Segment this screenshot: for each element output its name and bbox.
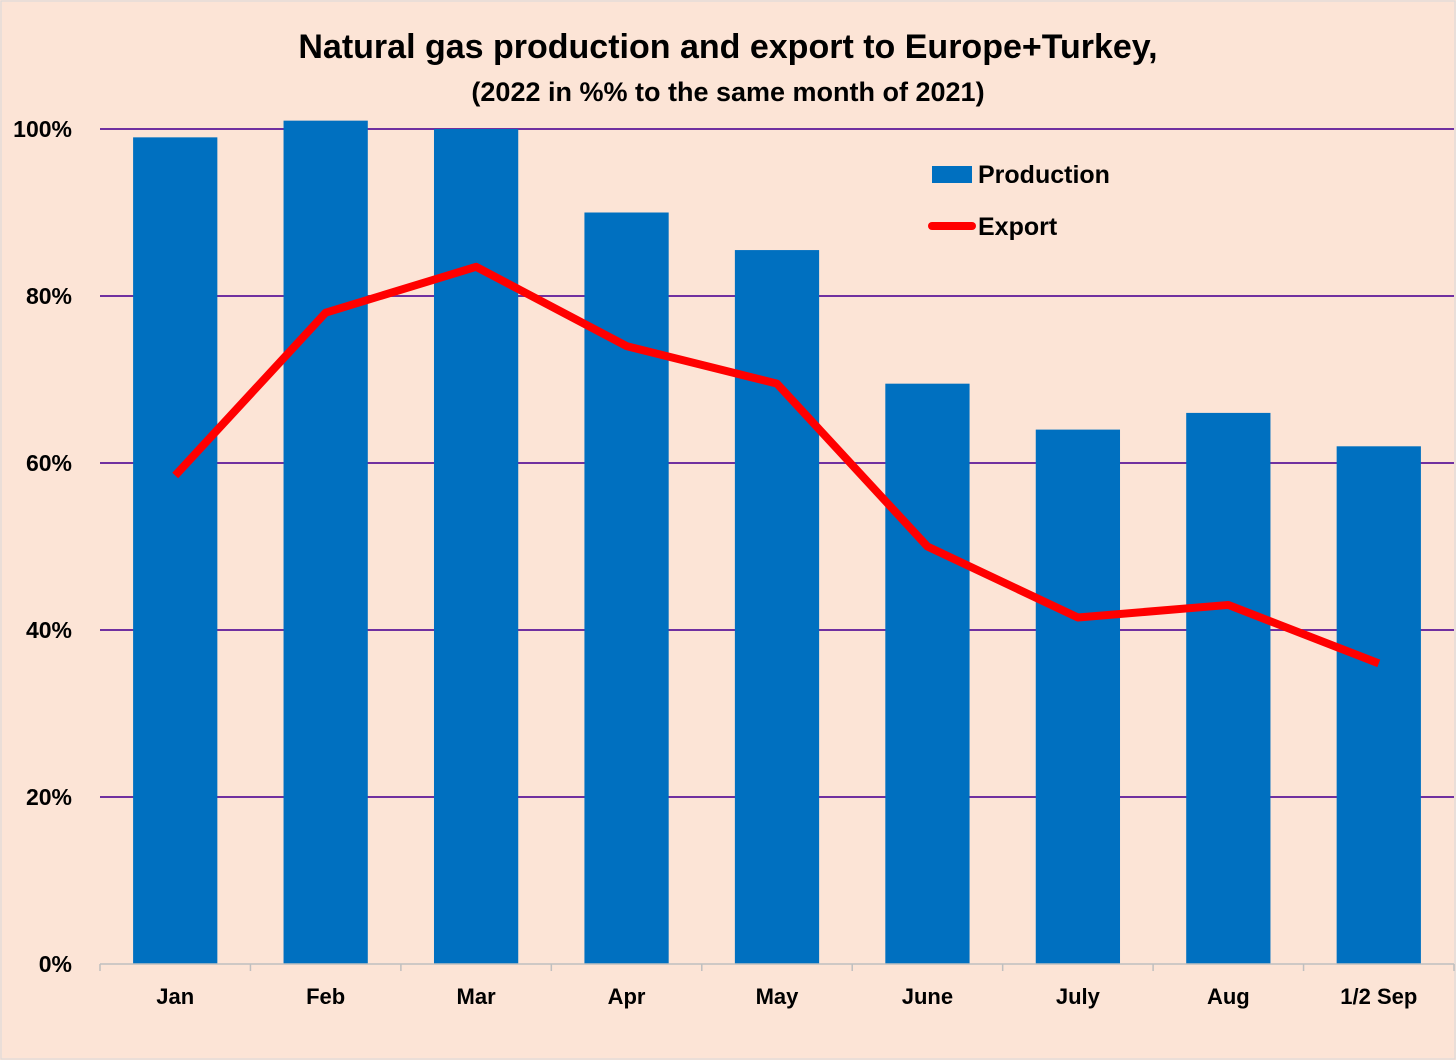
y-tick-label: 80% [26,283,72,309]
y-axis-ticks: 0% 20% 40% 60% 80% 100% [13,116,72,977]
x-tick-label: Aug [1207,984,1250,1009]
x-axis [99,963,1455,971]
chart-subtitle: (2022 in %% to the same month of 2021) [471,77,984,107]
bar-production-aug [1186,412,1271,964]
bar-production-june [885,383,970,964]
x-tick-label: Jan [156,984,194,1009]
production-bars [133,120,1421,965]
y-tick-label: 100% [13,116,72,142]
legend-export-label: Export [978,213,1058,241]
x-tick-label: 1/2 Sep [1340,984,1417,1009]
bar-production-feb [283,120,368,964]
chart-title: Natural gas production and export to Eur… [298,28,1157,66]
y-tick-label: 60% [26,450,72,476]
y-tick-label: 20% [26,784,72,810]
legend-production-label: Production [978,161,1110,189]
bar-production-apr [584,212,669,964]
bar-production-mar [433,129,519,964]
export-line [172,262,1381,668]
x-tick-label: Feb [306,984,345,1009]
x-tick-label: June [902,984,953,1009]
legend: Production Export [928,161,1110,241]
y-tick-label: 0% [39,951,72,977]
bar-production-jan [133,137,218,965]
x-axis-ticks: Jan Feb Mar Apr May June July Aug 1/2 Sep [156,984,1417,1009]
x-tick-label: July [1056,984,1101,1009]
x-tick-label: Mar [457,984,497,1009]
bar-production-july [1035,429,1121,965]
x-tick-label: Apr [608,984,646,1009]
bar-production-may [734,250,820,964]
legend-production-swatch [932,166,972,183]
bar-production-1-2-sep [1336,446,1421,964]
x-tick-label: May [756,984,800,1009]
y-tick-label: 40% [26,617,72,643]
